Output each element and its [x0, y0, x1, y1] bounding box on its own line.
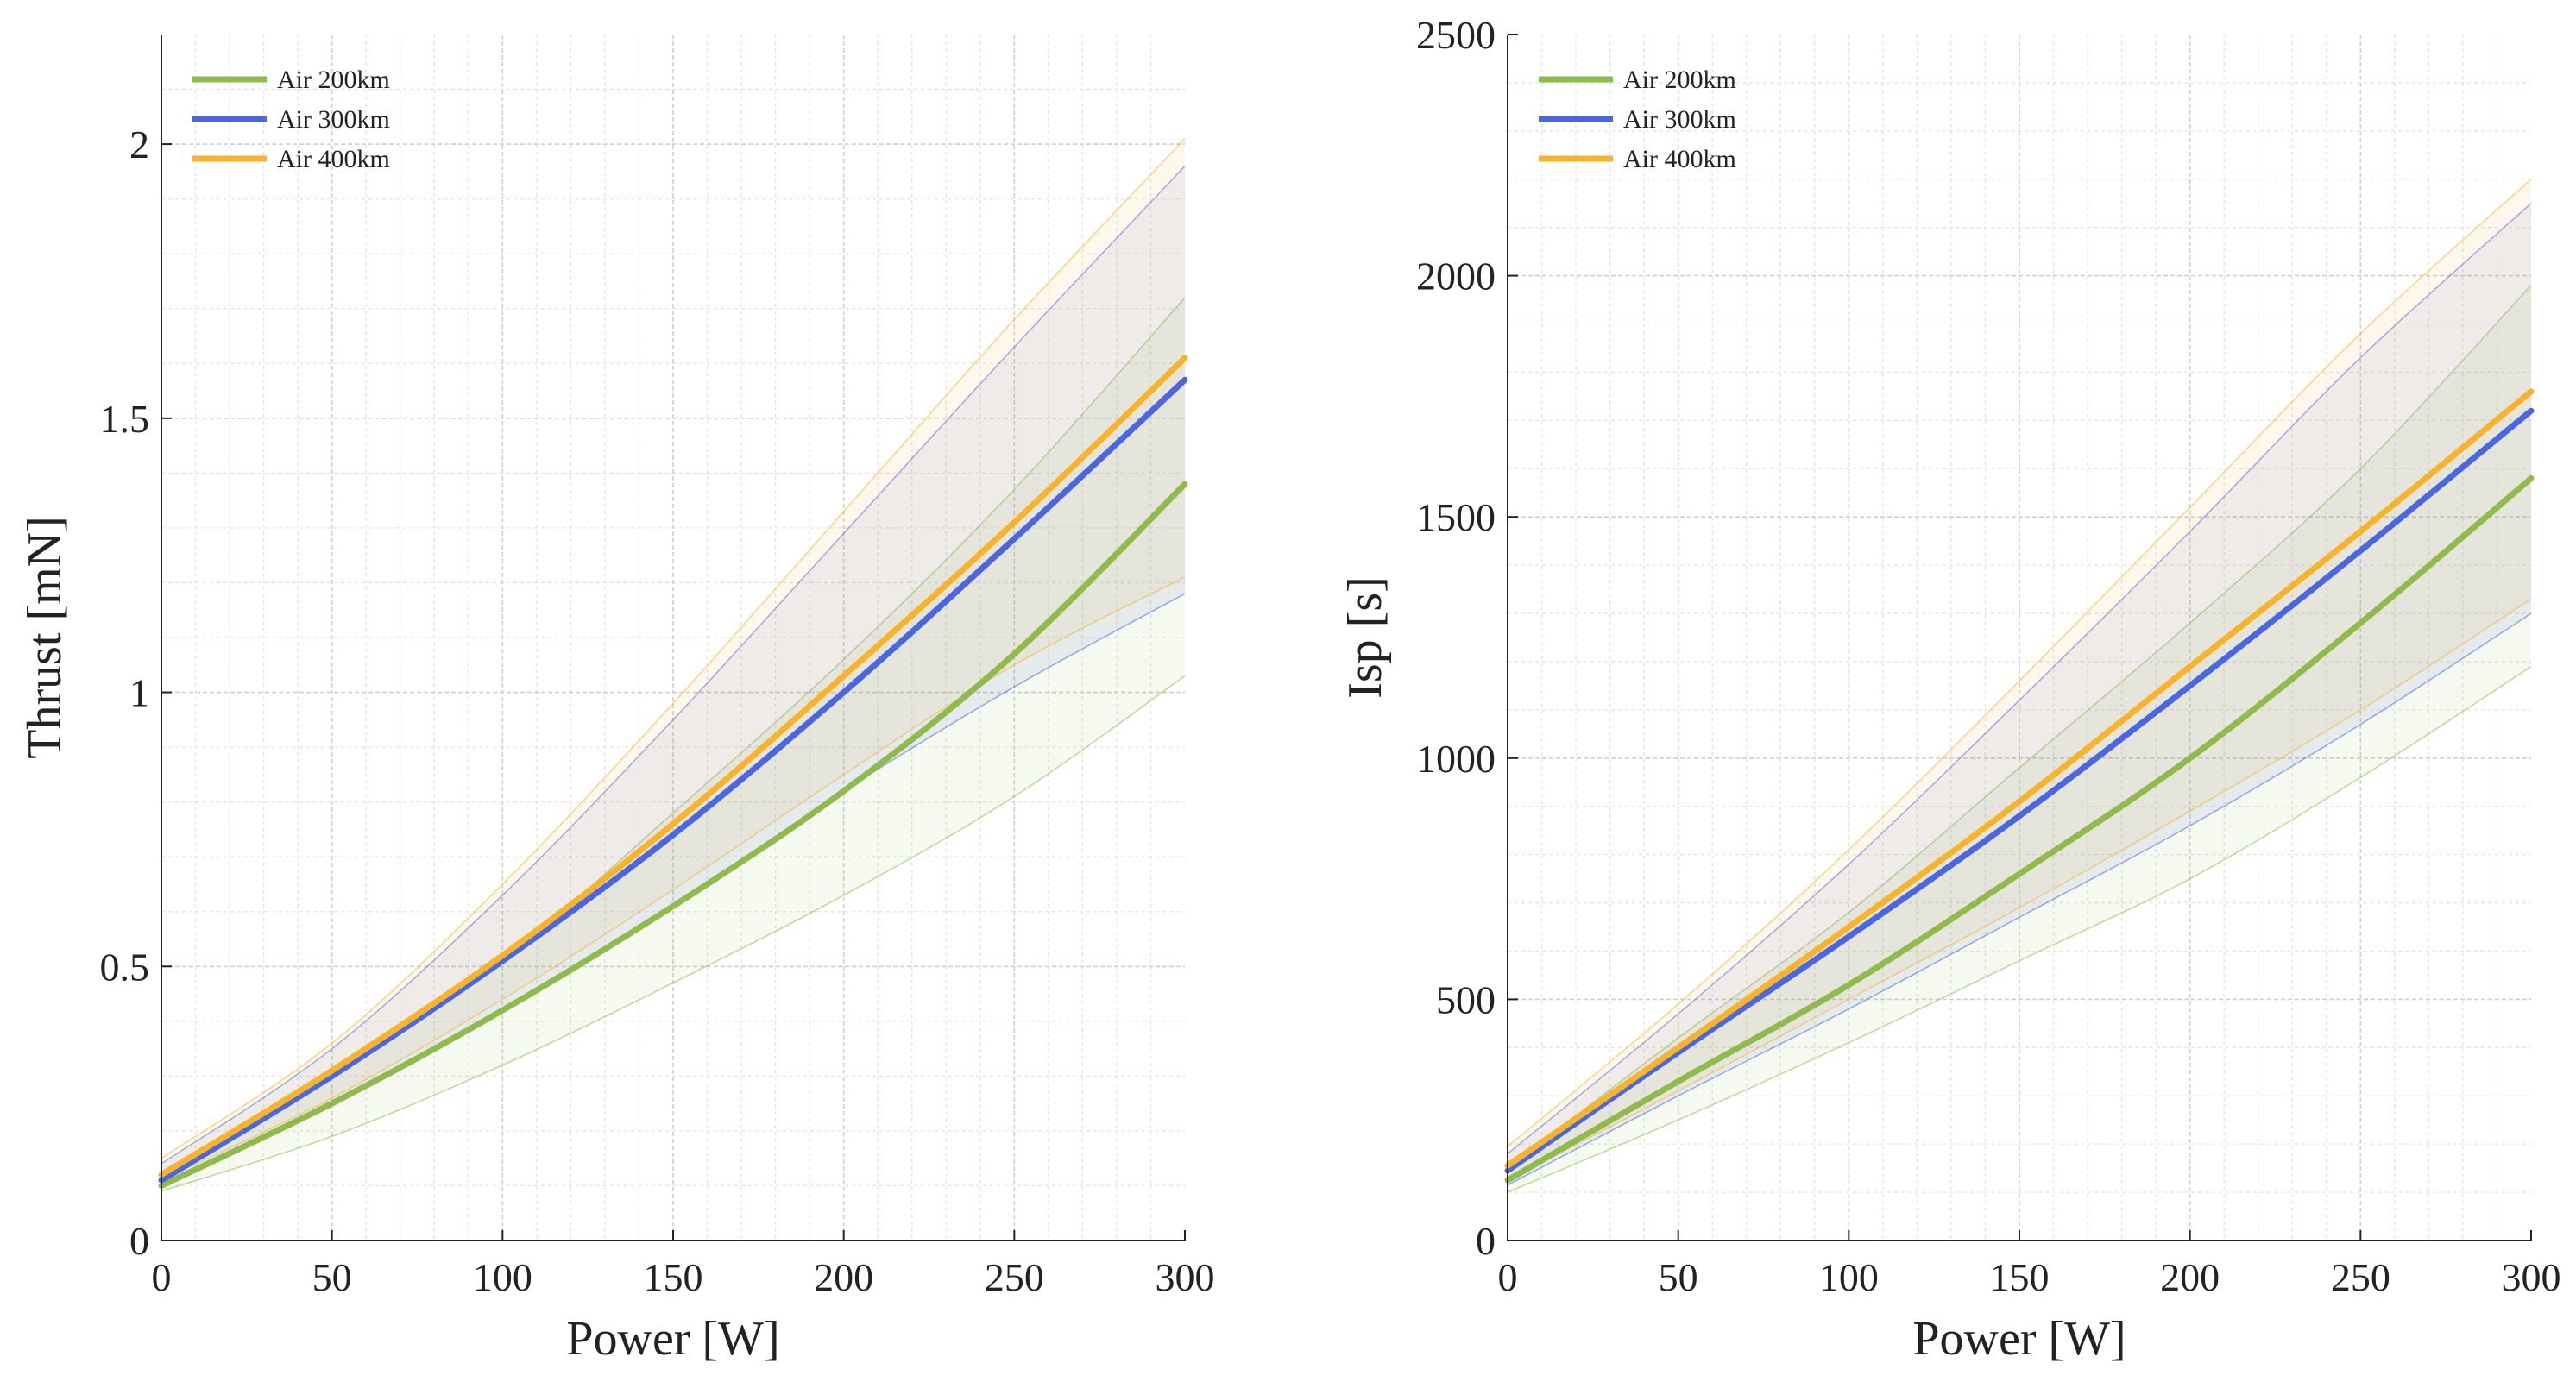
- thrust-y-axis-title: Thrust [mN]: [18, 516, 72, 759]
- isp-band-upper-air-400km: [1507, 179, 2532, 1147]
- x-tick-label: 150: [644, 1255, 703, 1299]
- legend-label: Air 300km: [277, 105, 390, 134]
- y-tick-label: 2: [129, 122, 149, 166]
- isp-ticks: 0 50 100 150 200 250 300 0 500 1000 1500 2000 2500: [1416, 13, 2561, 1299]
- x-tick-label: 100: [473, 1255, 532, 1299]
- isp-band-upper-air-200km: [1507, 285, 2532, 1169]
- thrust-band-upper-air-400km: [161, 138, 1186, 1159]
- isp-major-grid: [1508, 35, 2531, 1241]
- x-tick-label: 0: [1498, 1255, 1518, 1299]
- y-tick-label: 0: [1476, 1219, 1496, 1263]
- thrust-band-lower-air-200km: [161, 675, 1186, 1192]
- y-tick-label: 2500: [1416, 13, 1496, 57]
- isp-band-lower-air-200km: [1507, 665, 2532, 1193]
- isp-legend: Air 200km Air 300km Air 400km: [1539, 66, 1736, 173]
- thrust-ticks: 0 50 100 150 200 250 300 0 0.5 1 1.5 2: [100, 122, 1215, 1299]
- isp-band-lower-air-300km: [1507, 612, 2532, 1186]
- isp-x-axis-title: Power [W]: [1912, 1312, 2126, 1366]
- thrust-major-grid: [161, 35, 1185, 1241]
- isp-line-air-300km: [1504, 407, 2535, 1174]
- isp-y-axis-title: Isp [s]: [1338, 576, 1392, 699]
- isp-series-lines: [1504, 388, 2535, 1184]
- x-tick-label: 250: [2331, 1255, 2390, 1299]
- isp-plot-panel: 0 50 100 150 200 250 300 0 500 1000 1500 2000 2500 Po…: [1338, 13, 2561, 1366]
- y-tick-label: 1.5: [100, 397, 150, 441]
- x-tick-label: 200: [2160, 1255, 2220, 1299]
- isp-band-lower-air-400km: [1507, 598, 2532, 1181]
- x-tick-label: 100: [1819, 1255, 1879, 1299]
- y-tick-label: 0: [129, 1219, 149, 1263]
- x-tick-label: 250: [985, 1255, 1044, 1299]
- isp-band-upper-air-300km: [1507, 203, 2532, 1154]
- thrust-band-air-400km: [161, 138, 1185, 1181]
- y-tick-label: 2000: [1416, 254, 1496, 298]
- y-tick-label: 500: [1436, 977, 1496, 1021]
- x-tick-label: 0: [152, 1255, 172, 1299]
- x-tick-label: 200: [814, 1255, 873, 1299]
- x-tick-label: 300: [2502, 1255, 2561, 1299]
- x-tick-label: 300: [1156, 1255, 1215, 1299]
- thrust-band-lower-air-400km: [161, 576, 1186, 1181]
- thrust-line-air-400km: [158, 355, 1188, 1178]
- thrust-x-axis-title: Power [W]: [566, 1312, 779, 1366]
- thrust-line-air-300km: [158, 376, 1188, 1184]
- legend-label: Air 200km: [1623, 66, 1736, 94]
- isp-band-air-300km: [1508, 203, 2531, 1185]
- thrust-series-lines: [158, 355, 1188, 1189]
- thrust-band-air-300km: [161, 166, 1185, 1186]
- thrust-band-upper-air-300km: [161, 165, 1186, 1165]
- isp-band-air-400km: [1508, 179, 2531, 1181]
- y-tick-label: 1: [129, 671, 149, 715]
- thrust-legend: Air 200km Air 300km Air 400km: [192, 66, 390, 173]
- isp-line-air-400km: [1504, 388, 2535, 1169]
- y-tick-label: 0.5: [100, 945, 150, 989]
- y-tick-label: 1500: [1416, 495, 1496, 539]
- isp-line-air-200km: [1504, 475, 2535, 1184]
- legend-label: Air 300km: [1623, 105, 1736, 134]
- thrust-line-air-200km: [158, 481, 1188, 1189]
- legend-label: Air 400km: [1623, 145, 1736, 173]
- legend-label: Air 200km: [277, 66, 390, 94]
- legend-label: Air 400km: [277, 145, 390, 173]
- x-tick-label: 50: [312, 1255, 352, 1299]
- thrust-band-air-200km: [161, 298, 1185, 1191]
- x-tick-label: 150: [1990, 1255, 2050, 1299]
- y-tick-label: 1000: [1416, 737, 1496, 781]
- thrust-plot-panel: 0 50 100 150 200 250 300 0 0.5 1 1.5 2 Power [W] Thru…: [18, 35, 1215, 1366]
- x-tick-label: 50: [1659, 1255, 1698, 1299]
